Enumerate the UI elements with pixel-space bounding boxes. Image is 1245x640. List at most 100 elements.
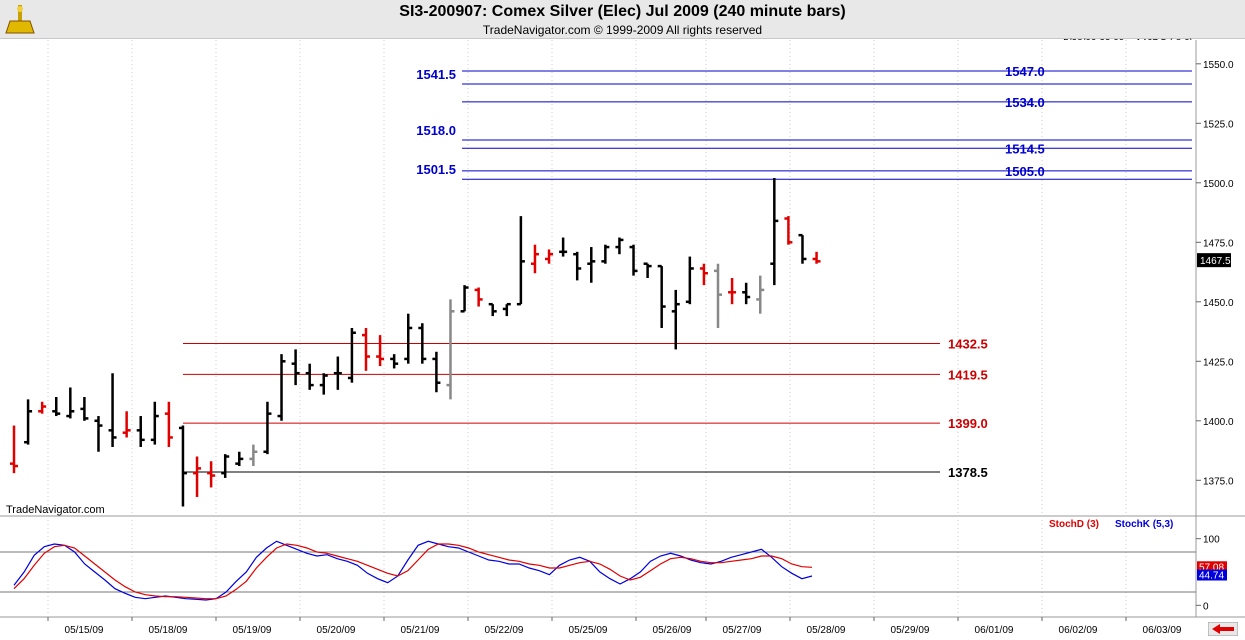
- ohlc-bar: [685, 256, 694, 305]
- ohlc-bar: [164, 401, 173, 447]
- level-label-blue: 1505.0: [1005, 164, 1045, 179]
- price-tick-label: 1375.0: [1203, 476, 1234, 487]
- ohlc-bar: [38, 401, 47, 414]
- legend-stochk: StochK (5,3): [1115, 519, 1174, 530]
- ohlc-bar: [390, 354, 399, 369]
- ohlc-bar: [502, 302, 511, 317]
- ohlc-bar: [291, 349, 300, 386]
- level-label-red: 1399.0: [948, 416, 988, 431]
- ohlc-bar: [545, 249, 554, 264]
- ohlc-bar: [798, 233, 807, 264]
- level-label-red: 1419.5: [948, 367, 988, 382]
- ohlc-bar: [474, 287, 483, 307]
- chart-subtitle: TradeNavigator.com © 1999-2009 All right…: [482, 23, 763, 37]
- chart-header: [0, 0, 1245, 39]
- ohlc-bar: [193, 456, 202, 497]
- stochk-line: [13, 540, 813, 601]
- date-label: 05/28/09: [807, 625, 846, 636]
- level-label-blue: 1514.5: [1005, 141, 1045, 156]
- ohlc-bar: [178, 425, 187, 507]
- ohlc-bar: [699, 263, 708, 286]
- stochd-last-box: [1197, 561, 1227, 573]
- ohlc-bar: [108, 373, 117, 447]
- ohlc-bar: [94, 416, 103, 452]
- ohlc-bar: [587, 247, 596, 283]
- ohlc-bar: [488, 302, 497, 317]
- stochk-last-box: [1197, 569, 1227, 581]
- price-tick-label: 1475.0: [1203, 238, 1234, 249]
- scroll-left-arrow-icon[interactable]: [1208, 622, 1238, 636]
- ohlc-bar: [80, 397, 89, 421]
- ohlc-bar: [432, 351, 441, 393]
- date-label: 06/01/09: [975, 625, 1014, 636]
- ohlc-bar: [671, 289, 680, 350]
- ohlc-bar: [615, 237, 624, 255]
- date-label: 05/15/09: [65, 625, 104, 636]
- ohlc-bar: [249, 444, 258, 467]
- chart-title: SI3-200907: Comex Silver (Elec) Jul 2009…: [399, 3, 846, 20]
- level-label-blue: 1518.0: [416, 123, 456, 138]
- level-label-blue: 1501.5: [416, 162, 456, 177]
- level-label-blue: 1534.0: [1005, 95, 1045, 110]
- ohlc-bar: [150, 401, 159, 445]
- ohlc-bar: [376, 335, 385, 367]
- date-label: 05/20/09: [317, 625, 356, 636]
- ohlc-bar: [10, 425, 18, 474]
- ohlc-bar: [418, 323, 427, 364]
- stoch-tick-label: 0: [1203, 601, 1209, 612]
- date-label: 05/21/09: [401, 625, 440, 636]
- ohlc-bar: [319, 373, 328, 395]
- level-label-blue: 1547.0: [1005, 64, 1045, 79]
- date-label: 06/03/09: [1143, 625, 1182, 636]
- date-label: 05/22/09: [485, 625, 524, 636]
- date-label: 05/18/09: [149, 625, 188, 636]
- price-tick-label: 1400.0: [1203, 417, 1234, 428]
- watermark-text: TradeNavigator.com: [6, 504, 105, 516]
- trade-navigator-logo-icon: [5, 5, 35, 34]
- ohlc-bar: [601, 244, 610, 264]
- price-tick-label: 1500.0: [1203, 179, 1234, 190]
- ohlc-bar: [530, 244, 539, 274]
- ohlc-bar: [784, 216, 793, 245]
- stoch-tick-label: 100: [1203, 535, 1220, 546]
- ohlc-bar: [516, 216, 525, 306]
- last-price-box: [1197, 253, 1231, 268]
- ohlc-bar: [657, 264, 666, 328]
- ohlc-bar: [460, 285, 469, 313]
- date-label: 06/02/09: [1059, 625, 1098, 636]
- level-label-red: 1432.5: [948, 336, 988, 351]
- date-label: 05/25/09: [569, 625, 608, 636]
- legend-stochd: StochD (3): [1049, 519, 1099, 530]
- ohlc-bar: [404, 313, 413, 364]
- ohlc-bar: [277, 354, 286, 421]
- ohlc-bar: [362, 327, 370, 371]
- ohlc-bar: [347, 327, 356, 383]
- ohlc-bar: [305, 363, 314, 390]
- ohlc-bar: [573, 251, 582, 281]
- ohlc-bar: [52, 397, 61, 417]
- ohlc-bar: [446, 299, 455, 400]
- price-panel: [0, 40, 1196, 516]
- price-tick-label: 1525.0: [1203, 119, 1234, 130]
- stochd-line: [13, 543, 813, 600]
- ohlc-bar: [24, 399, 33, 445]
- level-label-black: 1378.5: [948, 465, 988, 480]
- ohlc-bar: [207, 461, 216, 488]
- ohlc-bar: [263, 401, 272, 455]
- ohlc-bar: [756, 275, 765, 314]
- level-label-blue: 1541.5: [416, 67, 456, 82]
- ohlc-bar: [643, 262, 652, 278]
- ohlc-bar: [714, 263, 722, 328]
- stochk-last-label: 44.74: [1199, 571, 1224, 582]
- price-tick-label: 1450.0: [1203, 298, 1234, 309]
- ohlc-bar: [559, 237, 568, 257]
- ohlc-bar: [333, 356, 342, 390]
- ohlc-bar: [136, 416, 145, 447]
- ohlc-bar: [122, 411, 131, 438]
- ohlc-bar: [812, 251, 821, 264]
- ohlc-bar: [221, 454, 230, 478]
- price-tick-label: 1425.0: [1203, 357, 1234, 368]
- ohlc-bar: [66, 387, 75, 419]
- date-label: 05/27/09: [723, 625, 762, 636]
